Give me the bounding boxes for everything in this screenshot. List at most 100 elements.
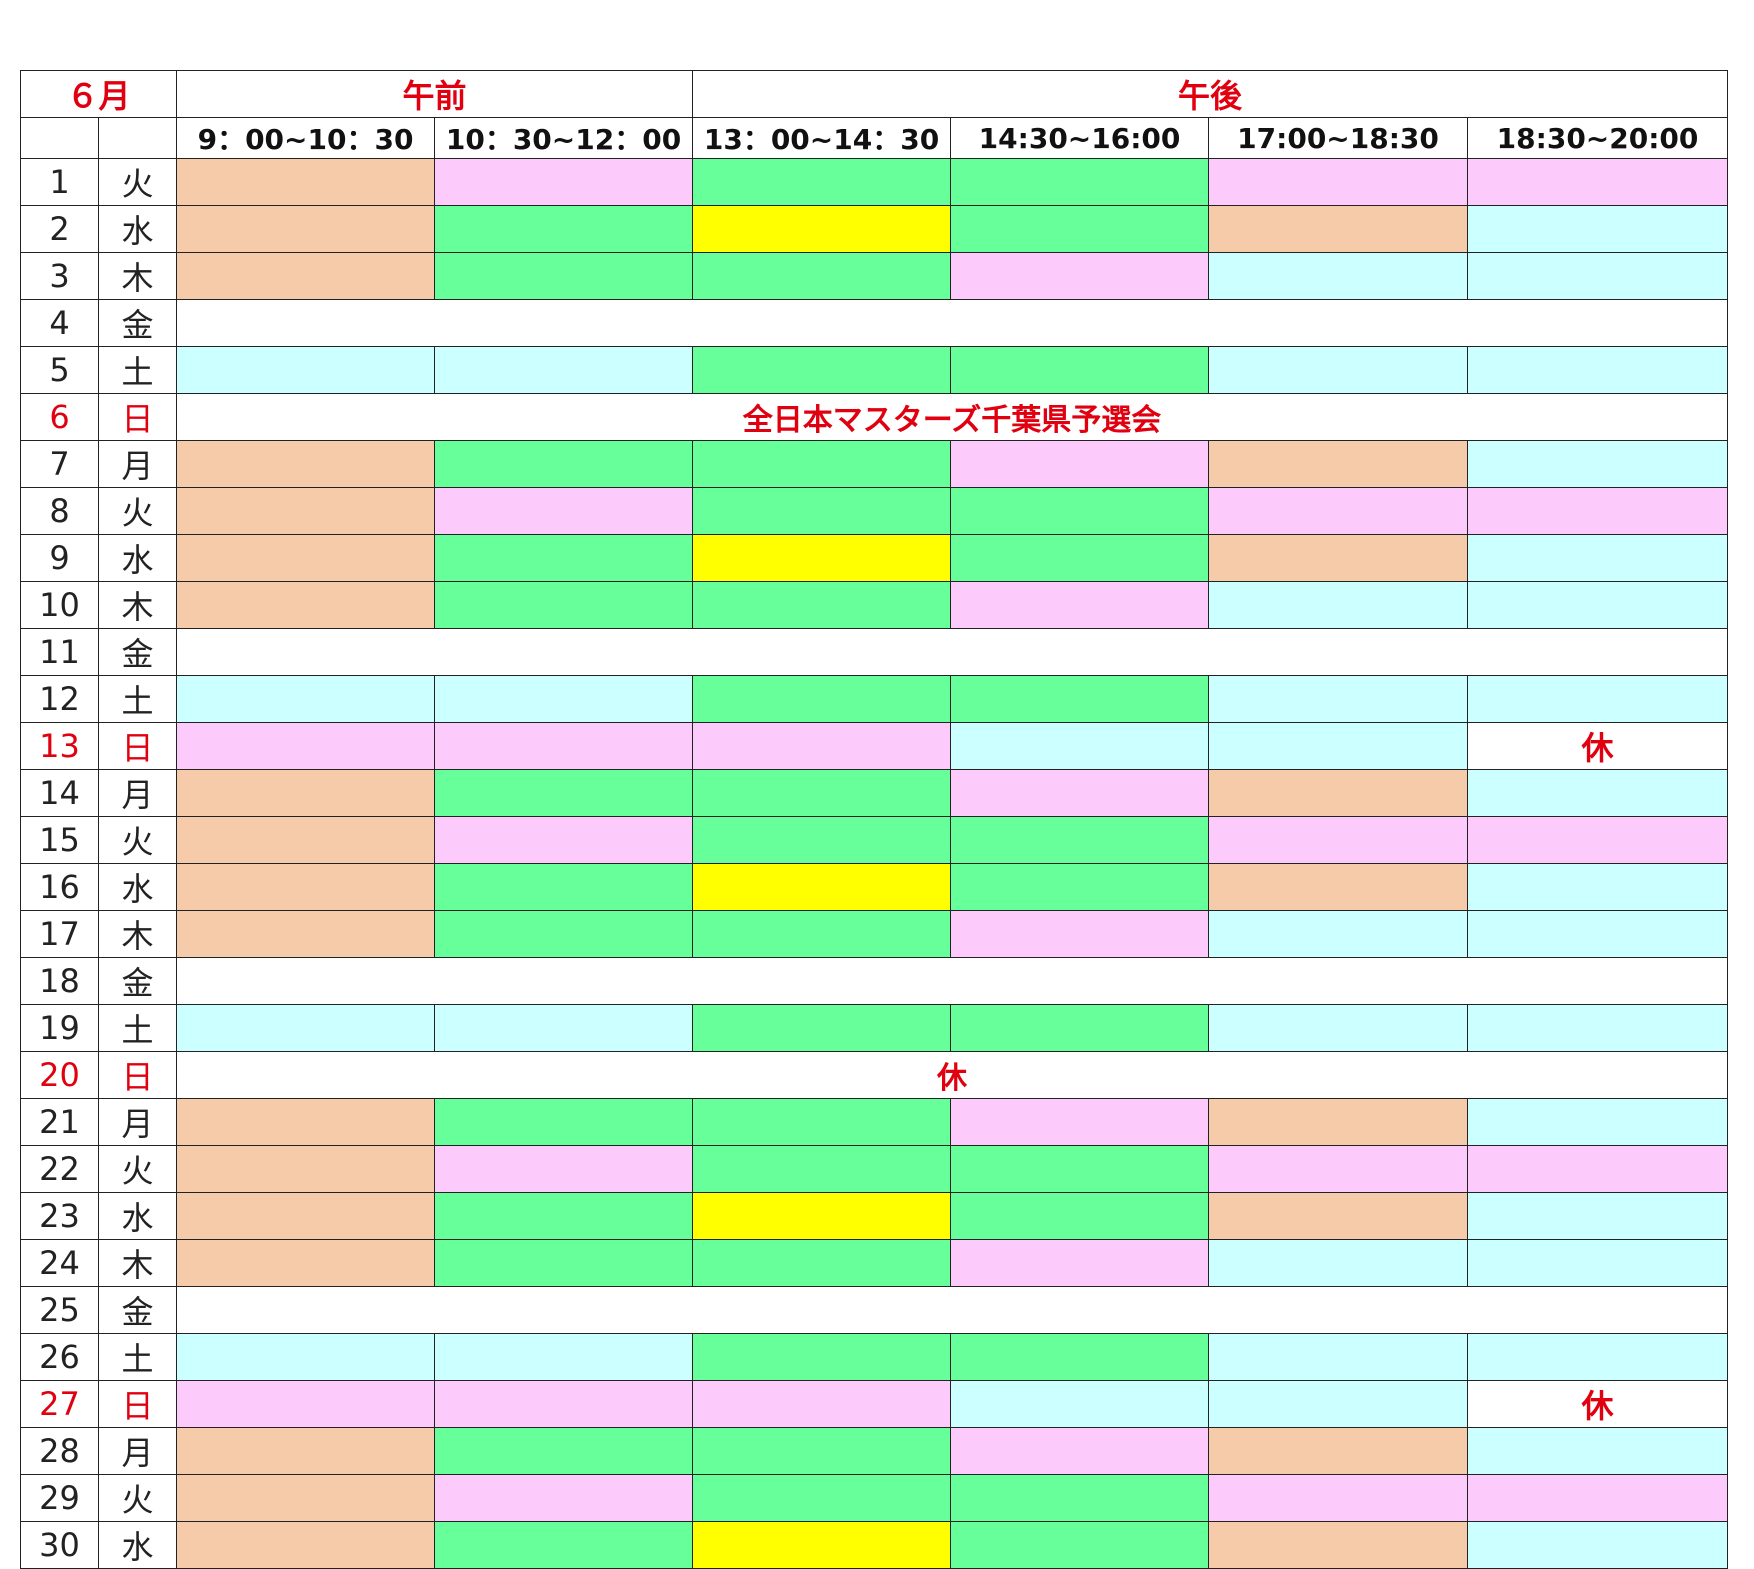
- slot-cell: [434, 722, 694, 770]
- day-row: 28 月: [20, 1427, 1729, 1475]
- day-number: 18: [20, 957, 99, 1005]
- day-number: 10: [20, 581, 99, 629]
- slot-cell: [434, 1239, 694, 1287]
- slot-cell: [1208, 863, 1469, 911]
- day-number: 6: [20, 393, 99, 441]
- day-row: 16 水: [20, 863, 1729, 911]
- slot-cell: [950, 816, 1210, 864]
- day-row: 19 土: [20, 1004, 1729, 1052]
- day-number: 28: [20, 1427, 99, 1475]
- slot-cell: [176, 1474, 436, 1522]
- slot-cell: [1208, 769, 1469, 817]
- weekday-label: 火: [97, 1145, 178, 1193]
- slot-cell: [434, 1474, 694, 1522]
- slot-cell: [950, 581, 1210, 629]
- slot-cell: [1467, 675, 1729, 723]
- slot-cell: [1467, 158, 1729, 206]
- slot-cell: [176, 675, 436, 723]
- slot-cell: [950, 534, 1210, 582]
- slot-cell: [176, 1192, 436, 1240]
- slot-cell: [1208, 910, 1469, 958]
- slot-cell: [950, 1145, 1210, 1193]
- weekday-label: 月: [97, 769, 178, 817]
- schedule-table: ６月 午前 午後 9：00~10：30 10：30~12：00 13：00~14…: [19, 70, 1729, 1569]
- slot-cell: [176, 487, 436, 535]
- slot-cell: [1467, 440, 1729, 488]
- slot-cell: [692, 1474, 952, 1522]
- slot-cell: [692, 816, 952, 864]
- day-number: 16: [20, 863, 99, 911]
- event-banner: 休: [176, 1051, 1729, 1099]
- day-row: 26 土: [20, 1333, 1729, 1381]
- slot-cell: [434, 675, 694, 723]
- slot-cell: [950, 346, 1210, 394]
- weekday-label: 水: [97, 534, 178, 582]
- weekday-label: 金: [97, 957, 178, 1005]
- day-number: 17: [20, 910, 99, 958]
- slot-cell: [176, 910, 436, 958]
- slot-cell: [1208, 487, 1469, 535]
- slot-cell: [434, 1521, 694, 1569]
- slot-cell: [692, 863, 952, 911]
- weekday-label: 火: [97, 816, 178, 864]
- weekday-label: 金: [97, 1286, 178, 1334]
- slot-cell: [434, 440, 694, 488]
- slot-cell: [1208, 1145, 1469, 1193]
- slot-cell: [176, 722, 436, 770]
- slot-cell: [434, 252, 694, 300]
- slot-cell: [176, 205, 436, 253]
- weekday-label: 火: [97, 158, 178, 206]
- slot-cell: [692, 1004, 952, 1052]
- slot-cell: [1208, 1004, 1469, 1052]
- slot-cell: [950, 863, 1210, 911]
- slot-cell: [434, 1098, 694, 1146]
- slot-cell: [950, 1192, 1210, 1240]
- slot-cell: [1208, 1474, 1469, 1522]
- day-number: 19: [20, 1004, 99, 1052]
- slot-cell: [1467, 252, 1729, 300]
- slot-cell: [692, 1427, 952, 1475]
- slot-cell: [176, 158, 436, 206]
- slot-cell: [692, 581, 952, 629]
- day-number: 21: [20, 1098, 99, 1146]
- day-row: 27 日 休: [20, 1380, 1729, 1428]
- slot-cell: [434, 1145, 694, 1193]
- slot-cell: [434, 1004, 694, 1052]
- day-number: 22: [20, 1145, 99, 1193]
- weekday-label: 水: [97, 1192, 178, 1240]
- slot-cell: [692, 205, 952, 253]
- slot-cell: [176, 1239, 436, 1287]
- slot-cell: [1467, 910, 1729, 958]
- slot-cell: [434, 1427, 694, 1475]
- day-row: 11 金: [20, 628, 1729, 676]
- day-row: 20 日休: [20, 1051, 1729, 1099]
- slot-cell: [692, 1380, 952, 1428]
- day-number: 30: [20, 1521, 99, 1569]
- slot-cell: [692, 1239, 952, 1287]
- day-row: 22 火: [20, 1145, 1729, 1193]
- weekday-label: 木: [97, 581, 178, 629]
- slot-cell: [1467, 346, 1729, 394]
- weekday-label: 日: [97, 1380, 178, 1428]
- slot-cell: [1467, 487, 1729, 535]
- slot-cell: [1208, 1098, 1469, 1146]
- slot-cell: [692, 769, 952, 817]
- slot-cell: [1208, 1239, 1469, 1287]
- slot-cell: [692, 1145, 952, 1193]
- weekday-label: 金: [97, 299, 178, 347]
- slot-cell: [176, 1098, 436, 1146]
- weekday-label: 日: [97, 393, 178, 441]
- day-row: 10 木: [20, 581, 1729, 629]
- slot-cell: [950, 910, 1210, 958]
- slot-cell: [176, 346, 436, 394]
- day-row: 29 火: [20, 1474, 1729, 1522]
- day-number: 3: [20, 252, 99, 300]
- day-row: 17 木: [20, 910, 1729, 958]
- slot-cell: [1467, 205, 1729, 253]
